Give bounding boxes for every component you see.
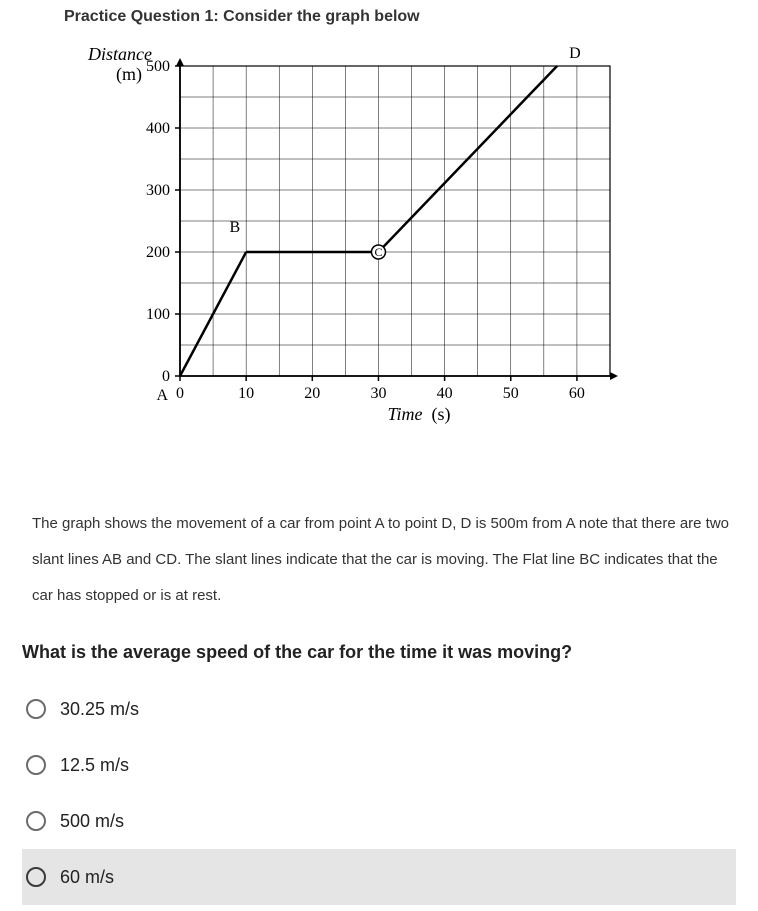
svg-text:0: 0 <box>162 368 170 385</box>
svg-text:30: 30 <box>370 385 386 402</box>
svg-text:200: 200 <box>146 244 170 261</box>
svg-text:Distance: Distance <box>87 46 152 64</box>
option-label: 30.25 m/s <box>60 699 139 720</box>
svg-text:(s): (s) <box>432 404 451 425</box>
distance-time-chart: 01002003004005000102030405060Distance(m)… <box>60 46 680 446</box>
svg-text:A: A <box>156 387 168 404</box>
radio-icon <box>26 867 46 887</box>
svg-text:10: 10 <box>238 385 254 402</box>
svg-text:Time: Time <box>388 404 423 424</box>
svg-text:60: 60 <box>569 385 585 402</box>
question-prompt: What is the average speed of the car for… <box>22 642 736 663</box>
radio-icon <box>26 755 46 775</box>
svg-text:(m): (m) <box>116 64 142 85</box>
svg-text:40: 40 <box>437 385 453 402</box>
option-label: 500 m/s <box>60 811 124 832</box>
options-group: 30.25 m/s 12.5 m/s 500 m/s 60 m/s <box>22 681 736 905</box>
svg-text:400: 400 <box>146 120 170 137</box>
svg-text:D: D <box>569 46 581 62</box>
question-title: Practice Question 1: Consider the graph … <box>64 8 758 26</box>
option-3[interactable]: 60 m/s <box>22 849 736 905</box>
radio-icon <box>26 811 46 831</box>
radio-icon <box>26 699 46 719</box>
option-0[interactable]: 30.25 m/s <box>22 681 736 737</box>
option-2[interactable]: 500 m/s <box>22 793 736 849</box>
svg-text:B: B <box>229 219 240 236</box>
option-1[interactable]: 12.5 m/s <box>22 737 736 793</box>
svg-text:C: C <box>374 245 382 259</box>
svg-text:20: 20 <box>304 385 320 402</box>
svg-text:50: 50 <box>503 385 519 402</box>
svg-text:100: 100 <box>146 306 170 323</box>
svg-text:0: 0 <box>176 385 184 402</box>
option-label: 60 m/s <box>60 867 114 888</box>
explanation-text: The graph shows the movement of a car fr… <box>32 506 730 614</box>
option-label: 12.5 m/s <box>60 755 129 776</box>
svg-text:300: 300 <box>146 182 170 199</box>
